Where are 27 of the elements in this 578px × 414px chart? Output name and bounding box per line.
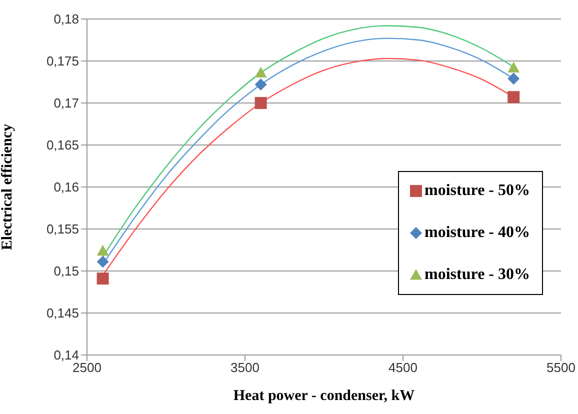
point <box>254 66 267 78</box>
x-tick-label: 2500 <box>72 360 102 376</box>
y-tick-label: 0,14 <box>54 348 79 363</box>
y-tick-label: 0,18 <box>54 12 79 27</box>
y-axis-title: Electrical efficiency <box>0 123 16 250</box>
legend-label: moisture - 30% <box>424 266 530 284</box>
point <box>96 256 109 268</box>
legend-label: moisture - 50% <box>424 182 530 200</box>
point <box>508 62 520 73</box>
y-tick-label: 0,16 <box>54 180 79 195</box>
y-tick-label: 0,165 <box>46 138 79 153</box>
x-axis-title: Heat power - condenser, kW <box>233 388 415 404</box>
y-tick-label: 0,155 <box>46 222 79 237</box>
point <box>96 272 109 285</box>
point <box>254 97 267 109</box>
point <box>96 244 109 256</box>
y-tick-label: 0,17 <box>54 96 79 111</box>
y-tick-label: 0,145 <box>46 306 79 321</box>
point <box>508 91 520 104</box>
x-tick-label: 4500 <box>388 360 418 376</box>
x-tick-label: 3500 <box>230 360 260 376</box>
legend-label: moisture - 40% <box>424 224 530 242</box>
point <box>508 72 520 85</box>
y-tick-label: 0,175 <box>46 54 79 69</box>
y-tick-label: 0,15 <box>54 264 79 279</box>
point <box>254 78 267 91</box>
x-tick-label: 5500 <box>546 360 576 376</box>
